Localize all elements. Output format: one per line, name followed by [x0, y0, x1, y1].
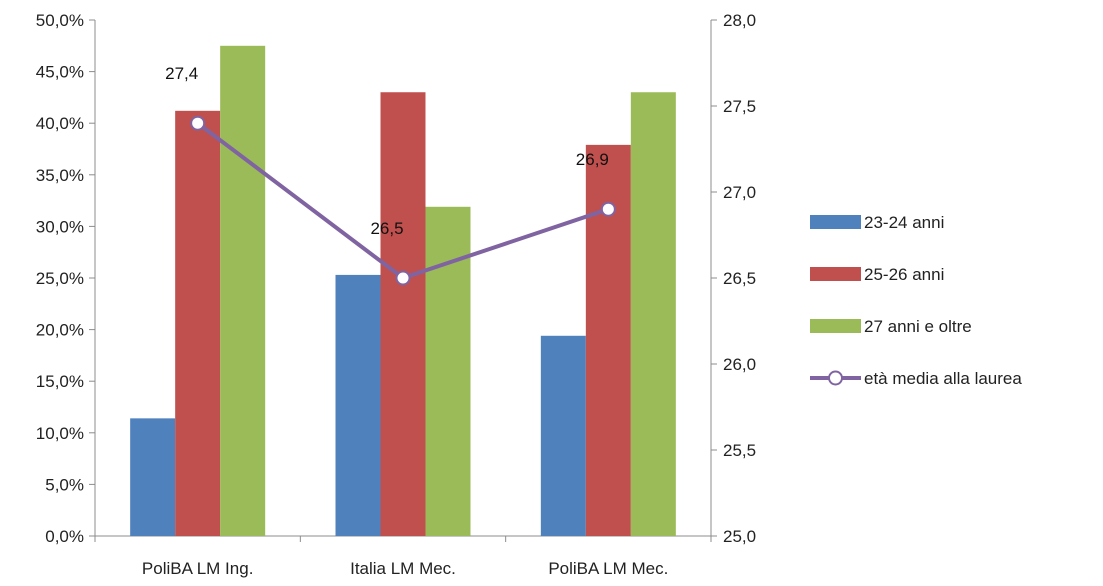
line-data-label: 26,5	[370, 219, 403, 238]
bar-0-1	[335, 274, 381, 536]
bar-2-2	[630, 92, 676, 537]
left-tick-label: 5,0%	[45, 475, 84, 494]
legend-swatch-1	[810, 267, 861, 281]
right-tick-label: 27,5	[723, 97, 756, 116]
legend-swatch-0	[810, 215, 861, 229]
line-data-label: 26,9	[576, 150, 609, 169]
bar-0-2	[540, 335, 586, 536]
line-point-2	[600, 201, 616, 217]
legend-label-2: 27 anni e oltre	[864, 317, 972, 336]
bar-2-0	[220, 45, 266, 537]
legend-label-0: 23-24 anni	[864, 213, 944, 232]
legend-swatch-marker	[828, 370, 843, 386]
x-tick-label: Italia LM Mec.	[350, 559, 456, 578]
line-point-1	[395, 270, 411, 286]
bar-1-1	[380, 92, 426, 537]
legend-label-1: 25-26 anni	[864, 265, 944, 284]
legend-swatch-2	[810, 319, 861, 333]
right-tick-label: 25,5	[723, 441, 756, 460]
legend-label-3: età media alla laurea	[864, 369, 1022, 388]
right-tick-label: 26,0	[723, 355, 756, 374]
left-tick-label: 15,0%	[36, 372, 84, 391]
left-tick-label: 50,0%	[36, 11, 84, 30]
left-tick-label: 35,0%	[36, 166, 84, 185]
left-tick-label: 40,0%	[36, 114, 84, 133]
line-series-group: 27,4 26,5 26,9	[165, 64, 616, 286]
bar-0-0	[130, 418, 176, 536]
x-tick-label: PoliBA LM Ing.	[142, 559, 254, 578]
bars-group	[130, 45, 676, 537]
legend: 23-24 anni 25-26 anni 27 anni e oltre età m…	[810, 213, 1022, 388]
bar-1-0	[175, 110, 221, 536]
left-tick-label: 45,0%	[36, 63, 84, 82]
right-tick-label: 27,0	[723, 183, 756, 202]
left-tick-label: 30,0%	[36, 217, 84, 236]
tick-labels-group: 0,0% 5,0% 10,0% 15,0% 20,0% 25,0% 30,0% 35,0% 40…	[36, 11, 756, 578]
line-data-label: 27,4	[165, 64, 198, 83]
left-tick-label: 25,0%	[36, 269, 84, 288]
right-tick-label: 26,5	[723, 269, 756, 288]
right-tick-label: 28,0	[723, 11, 756, 30]
left-tick-label: 0,0%	[45, 527, 84, 546]
left-tick-label: 10,0%	[36, 424, 84, 443]
line-point-0	[190, 115, 206, 131]
right-tick-label: 25,0	[723, 527, 756, 546]
x-tick-label: PoliBA LM Mec.	[548, 559, 668, 578]
left-tick-label: 20,0%	[36, 321, 84, 340]
